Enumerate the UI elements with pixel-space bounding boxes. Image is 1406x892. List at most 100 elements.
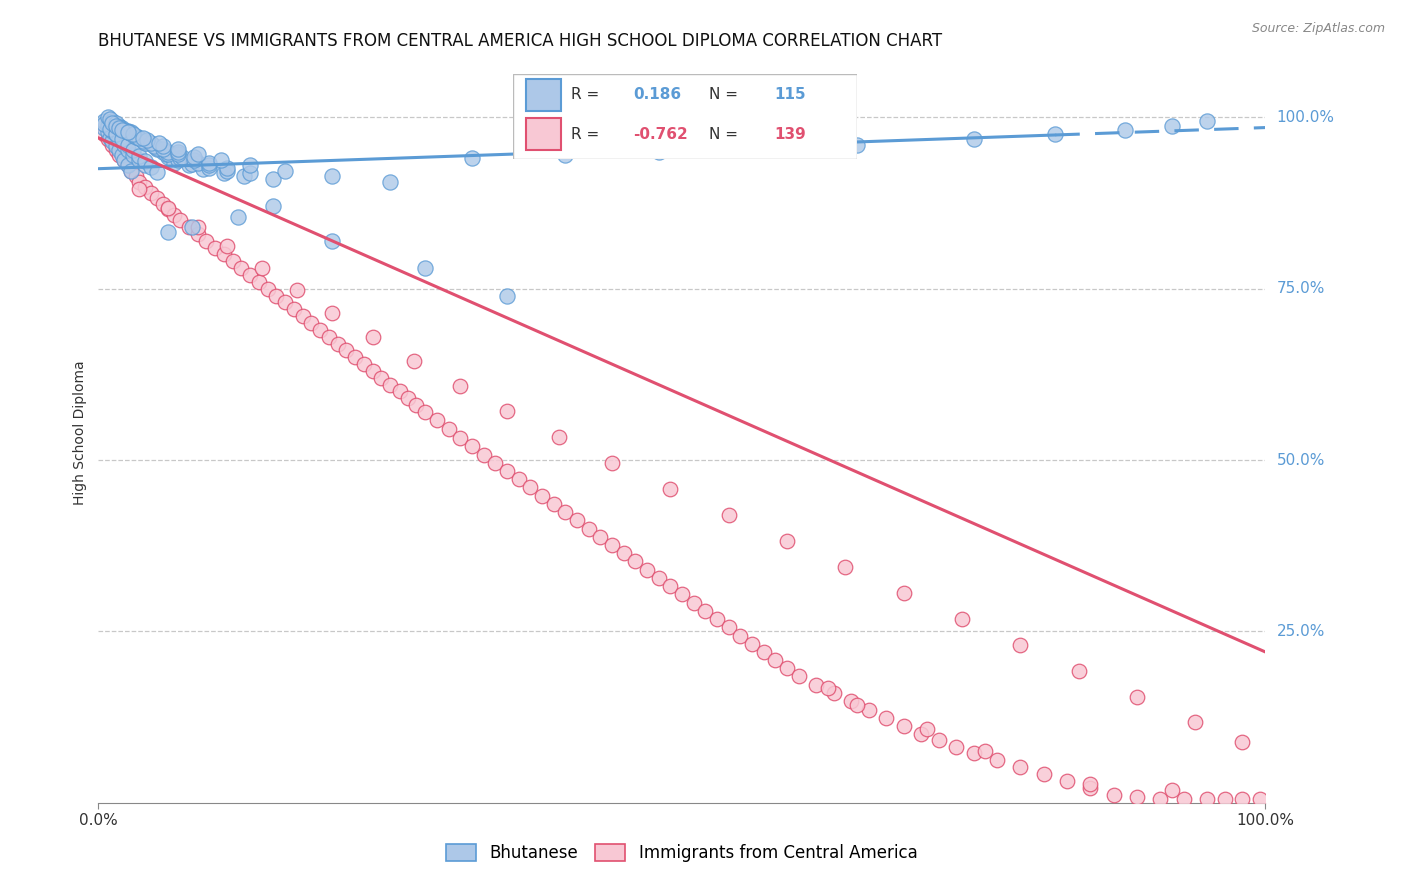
Point xyxy=(283,302,305,317)
Point xyxy=(1032,767,1054,781)
Point xyxy=(437,422,460,436)
Point xyxy=(659,579,682,593)
Point xyxy=(893,719,915,733)
Point xyxy=(361,329,384,343)
Point xyxy=(496,403,519,417)
Point xyxy=(695,604,717,618)
Point xyxy=(763,653,786,667)
Point xyxy=(108,120,131,134)
Point xyxy=(928,732,950,747)
Point xyxy=(157,201,180,215)
Point xyxy=(93,113,115,128)
Point xyxy=(321,306,343,320)
Point xyxy=(187,219,209,234)
Point xyxy=(214,166,236,180)
Point xyxy=(215,163,238,178)
Point xyxy=(1230,735,1253,749)
Point xyxy=(405,398,427,412)
Point xyxy=(730,628,752,642)
Point xyxy=(1149,792,1171,806)
Point xyxy=(180,219,202,234)
Point xyxy=(893,586,915,600)
Point xyxy=(112,137,135,152)
Point xyxy=(647,145,669,159)
Point xyxy=(823,686,845,700)
Point xyxy=(172,150,194,164)
Point xyxy=(101,124,124,138)
Point xyxy=(496,288,519,302)
Point xyxy=(128,131,150,145)
Point xyxy=(108,143,131,157)
Point xyxy=(108,119,131,133)
Point xyxy=(214,247,236,261)
Point xyxy=(117,137,139,152)
Point xyxy=(98,131,121,145)
Point xyxy=(461,152,484,166)
Point xyxy=(974,744,997,758)
Point xyxy=(215,161,238,175)
Point xyxy=(986,753,1008,767)
Point xyxy=(166,142,188,156)
Point xyxy=(93,120,115,135)
Point xyxy=(1195,113,1218,128)
Point xyxy=(108,132,131,146)
Point xyxy=(548,430,571,444)
Point xyxy=(264,288,287,302)
Point xyxy=(717,620,740,634)
Point xyxy=(163,155,186,169)
Point xyxy=(163,208,186,222)
Point xyxy=(1230,792,1253,806)
Point xyxy=(101,134,124,148)
Point xyxy=(93,117,115,131)
Point xyxy=(139,136,162,151)
Point xyxy=(166,153,188,167)
Point xyxy=(370,371,392,385)
Point xyxy=(101,113,124,128)
Point xyxy=(752,645,775,659)
Point xyxy=(776,533,799,548)
Point xyxy=(910,727,932,741)
Point xyxy=(136,133,159,147)
Point xyxy=(198,158,221,172)
Point xyxy=(262,199,284,213)
Point xyxy=(321,169,343,184)
Point xyxy=(396,392,419,406)
Point xyxy=(671,587,693,601)
Point xyxy=(1056,773,1078,788)
Point xyxy=(239,268,262,282)
Point xyxy=(449,431,471,445)
Text: 25.0%: 25.0% xyxy=(1277,624,1324,639)
Point xyxy=(624,554,647,568)
Point xyxy=(97,132,120,146)
Point xyxy=(120,125,142,139)
Text: 50.0%: 50.0% xyxy=(1277,452,1324,467)
Point xyxy=(111,120,134,135)
Point xyxy=(380,175,402,189)
Point xyxy=(134,136,156,150)
Point xyxy=(117,158,139,172)
Point xyxy=(472,448,495,462)
Point xyxy=(198,161,221,175)
Point xyxy=(291,309,314,323)
Point xyxy=(146,141,169,155)
Point xyxy=(250,261,273,276)
Point xyxy=(613,546,636,560)
Point xyxy=(1173,792,1195,806)
Text: BHUTANESE VS IMMIGRANTS FROM CENTRAL AMERICA HIGH SCHOOL DIPLOMA CORRELATION CHA: BHUTANESE VS IMMIGRANTS FROM CENTRAL AME… xyxy=(98,32,942,50)
Point xyxy=(413,261,436,276)
Point xyxy=(122,128,145,142)
Point xyxy=(249,275,271,289)
Point xyxy=(519,480,541,494)
Point xyxy=(157,146,180,161)
Point xyxy=(117,125,139,139)
Point xyxy=(578,522,600,536)
Point xyxy=(817,681,839,695)
Point xyxy=(143,139,166,153)
Point xyxy=(1161,783,1184,797)
Point xyxy=(239,158,262,172)
Point xyxy=(1126,690,1149,704)
Point xyxy=(136,136,159,151)
Point xyxy=(169,213,191,227)
Point xyxy=(134,154,156,169)
Point xyxy=(1010,760,1032,774)
